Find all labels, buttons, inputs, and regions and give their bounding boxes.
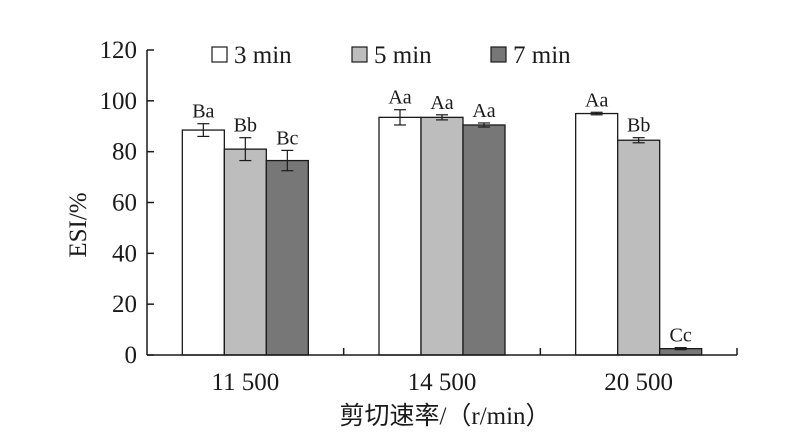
bar [223, 148, 267, 356]
bar-significance-label: Aa [430, 92, 453, 114]
bar-significance-label: Bb [627, 115, 650, 137]
legend-swatch [211, 46, 228, 63]
x-axis-title: 剪切速率/（r/min） [339, 402, 550, 430]
bar-significance-label: Ba [192, 101, 214, 123]
y-tick-label: 60 [112, 190, 137, 217]
bar-significance-label: Bb [234, 115, 257, 137]
y-tick-label: 120 [100, 37, 138, 64]
bars-layer: Ba Bb Bc Aa Aa Aa Aa Bb Cc [181, 87, 703, 356]
bar [617, 139, 661, 356]
y-tick-label: 100 [100, 88, 138, 115]
bar-significance-label: Cc [670, 325, 692, 347]
y-tick-label: 40 [112, 240, 137, 267]
bar [265, 159, 309, 356]
x-tick-label: 14 500 [408, 369, 477, 396]
axes-layer: 0 20 40 60 80 100 120 11 500 14 500 20 500 [100, 37, 738, 396]
bar-significance-label: Bc [276, 127, 298, 149]
bar [378, 116, 422, 356]
bar [575, 112, 619, 356]
legend: 3 min 5 min 7 min [211, 42, 571, 69]
bar-significance-label: Aa [585, 89, 608, 111]
bar-significance-label: Aa [388, 87, 411, 109]
legend-label: 7 min [513, 42, 571, 69]
x-tick-label: 20 500 [604, 369, 673, 396]
y-tick-label: 80 [112, 139, 137, 166]
y-tick-label: 20 [112, 291, 137, 318]
bar [181, 129, 225, 356]
y-axis-title: ESI/% [65, 192, 92, 257]
legend-swatch [490, 46, 507, 63]
legend-label: 5 min [374, 42, 432, 69]
bar [420, 116, 464, 356]
x-tick-label: 11 500 [211, 369, 279, 396]
bar-significance-label: Aa [472, 100, 495, 122]
legend-label: 3 min [234, 42, 292, 69]
legend-swatch [351, 46, 368, 63]
bar [462, 124, 506, 356]
y-tick-label: 0 [125, 342, 138, 369]
